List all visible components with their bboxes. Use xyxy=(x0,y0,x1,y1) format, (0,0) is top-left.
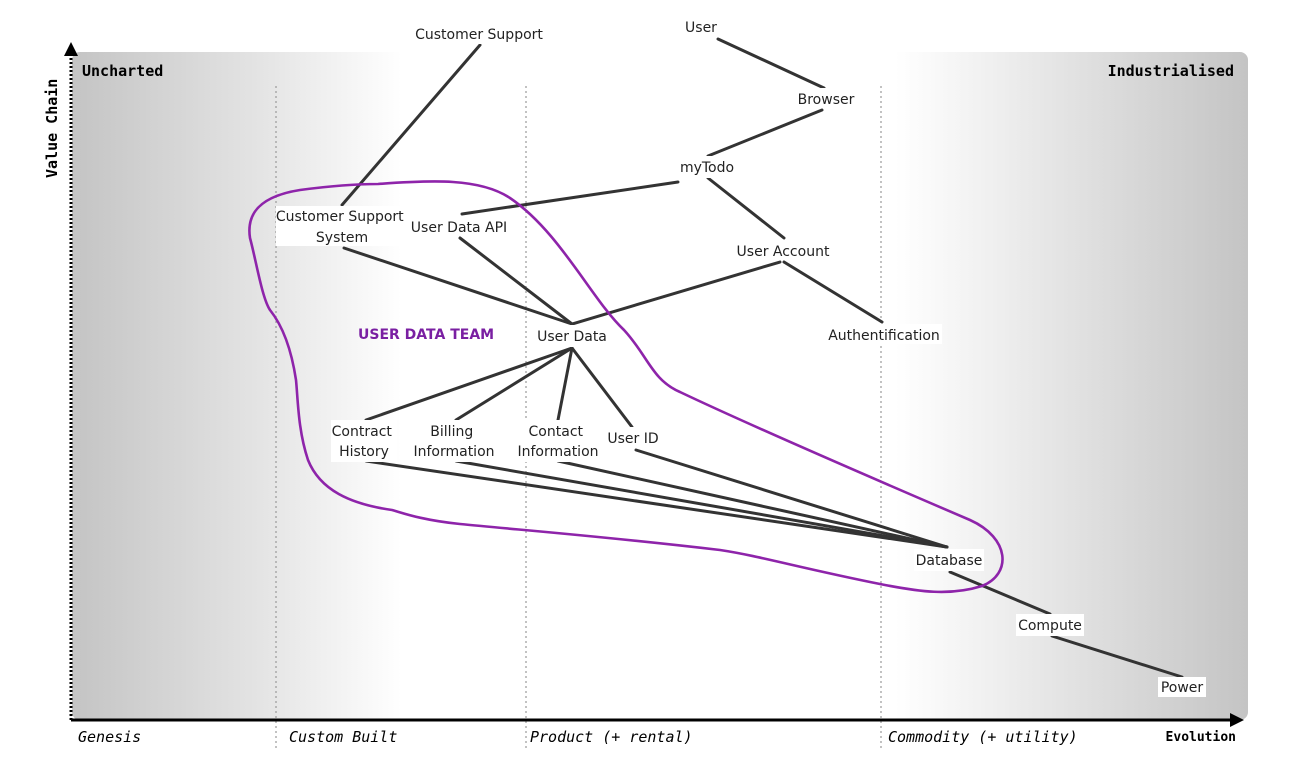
label-bg-user-id xyxy=(604,427,662,447)
x-axis-arrow xyxy=(1230,713,1244,727)
corner-label-industrialised: Industrialised xyxy=(1108,62,1234,80)
label-bg-authentification xyxy=(826,324,942,344)
label-bg-power xyxy=(1158,677,1206,697)
label-bg-billing-information xyxy=(410,420,498,462)
link-useraccount-userdata xyxy=(570,260,782,326)
label-bg-customer-support xyxy=(412,24,546,44)
component-user-data-api[interactable]: User Data API xyxy=(411,220,507,236)
link-mytodo-useraccount xyxy=(706,176,786,240)
label-bg-user-data-api xyxy=(408,216,510,236)
component-mytodo[interactable]: myTodo xyxy=(680,160,734,176)
component-css-line-1: Customer Support xyxy=(276,209,404,225)
y-axis-arrow xyxy=(64,42,78,56)
link-css-userdata xyxy=(342,246,574,326)
component-billing-information[interactable]: Billing Information xyxy=(413,424,494,460)
label-bg-mytodo xyxy=(676,156,738,178)
component-contract-history-line-1: Contract xyxy=(332,424,393,440)
component-power[interactable]: Power xyxy=(1161,680,1204,696)
label-bg-contact-information xyxy=(514,420,602,462)
component-contact-line-2: Information xyxy=(517,444,598,460)
component-css-line-2: System xyxy=(316,230,368,246)
component-customer-support[interactable]: Customer Support xyxy=(415,27,543,43)
component-labels: User Customer Support Browser myTodo Cus… xyxy=(276,16,1206,697)
y-axis-label: Value Chain xyxy=(43,79,61,178)
stage-label-genesis: Genesis xyxy=(78,728,141,746)
link-userid-database xyxy=(634,448,949,549)
component-compute[interactable]: Compute xyxy=(1018,618,1082,634)
link-userdataapi-userdata xyxy=(458,236,574,326)
component-user-data[interactable]: User Data xyxy=(537,329,607,345)
x-axis-label: Evolution xyxy=(1166,730,1236,745)
component-user[interactable]: User xyxy=(685,20,717,36)
component-contract-history[interactable]: Contract History xyxy=(332,424,397,460)
component-authentification[interactable]: Authentification xyxy=(828,328,940,344)
component-user-id[interactable]: User ID xyxy=(607,431,658,447)
label-bg-database xyxy=(914,549,984,571)
link-customersupport-css xyxy=(340,43,482,207)
label-bg-user-data xyxy=(536,325,608,347)
corner-label-uncharted: Uncharted xyxy=(82,62,163,80)
stage-label-commodity: Commodity (+ utility) xyxy=(888,728,1078,746)
component-billing-line-2: Information xyxy=(413,444,494,460)
label-bg-compute xyxy=(1016,614,1084,636)
component-billing-line-1: Billing xyxy=(430,424,473,440)
link-database-compute xyxy=(948,570,1052,616)
team-boundary xyxy=(248,180,1004,594)
link-userdata-userid xyxy=(570,346,634,429)
link-compute-power xyxy=(1050,634,1184,679)
link-useraccount-authentification xyxy=(782,260,884,324)
dependency-links xyxy=(340,37,1184,679)
link-mytodo-userdataapi xyxy=(460,180,680,216)
label-bg-user-account xyxy=(734,240,832,260)
link-browser-mytodo xyxy=(706,108,824,158)
link-user-browser xyxy=(716,37,826,90)
component-customer-support-system[interactable]: Customer Support System xyxy=(276,209,408,246)
link-userdata-contracthistory xyxy=(364,346,574,422)
component-browser[interactable]: Browser xyxy=(798,92,855,108)
stage-label-product: Product (+ rental) xyxy=(530,728,693,746)
link-billing-database xyxy=(454,459,949,549)
component-contract-history-line-2: History xyxy=(339,444,389,460)
component-contact-line-1: Contact xyxy=(529,424,584,440)
label-bg-user xyxy=(680,16,722,36)
component-user-account[interactable]: User Account xyxy=(737,244,830,260)
team-label: USER DATA TEAM xyxy=(358,327,494,343)
label-bg-css xyxy=(276,206,408,246)
component-database[interactable]: Database xyxy=(916,553,983,569)
label-bg-browser xyxy=(793,88,859,108)
link-userdata-billing xyxy=(454,346,574,422)
component-contact-information[interactable]: Contact Information xyxy=(517,424,598,460)
link-contact-database xyxy=(556,459,949,549)
label-bg-contract-history xyxy=(331,420,397,462)
stage-label-custom-built: Custom Built xyxy=(289,728,397,746)
link-userdata-contact xyxy=(556,346,574,422)
link-contracthistory-database xyxy=(364,459,949,549)
